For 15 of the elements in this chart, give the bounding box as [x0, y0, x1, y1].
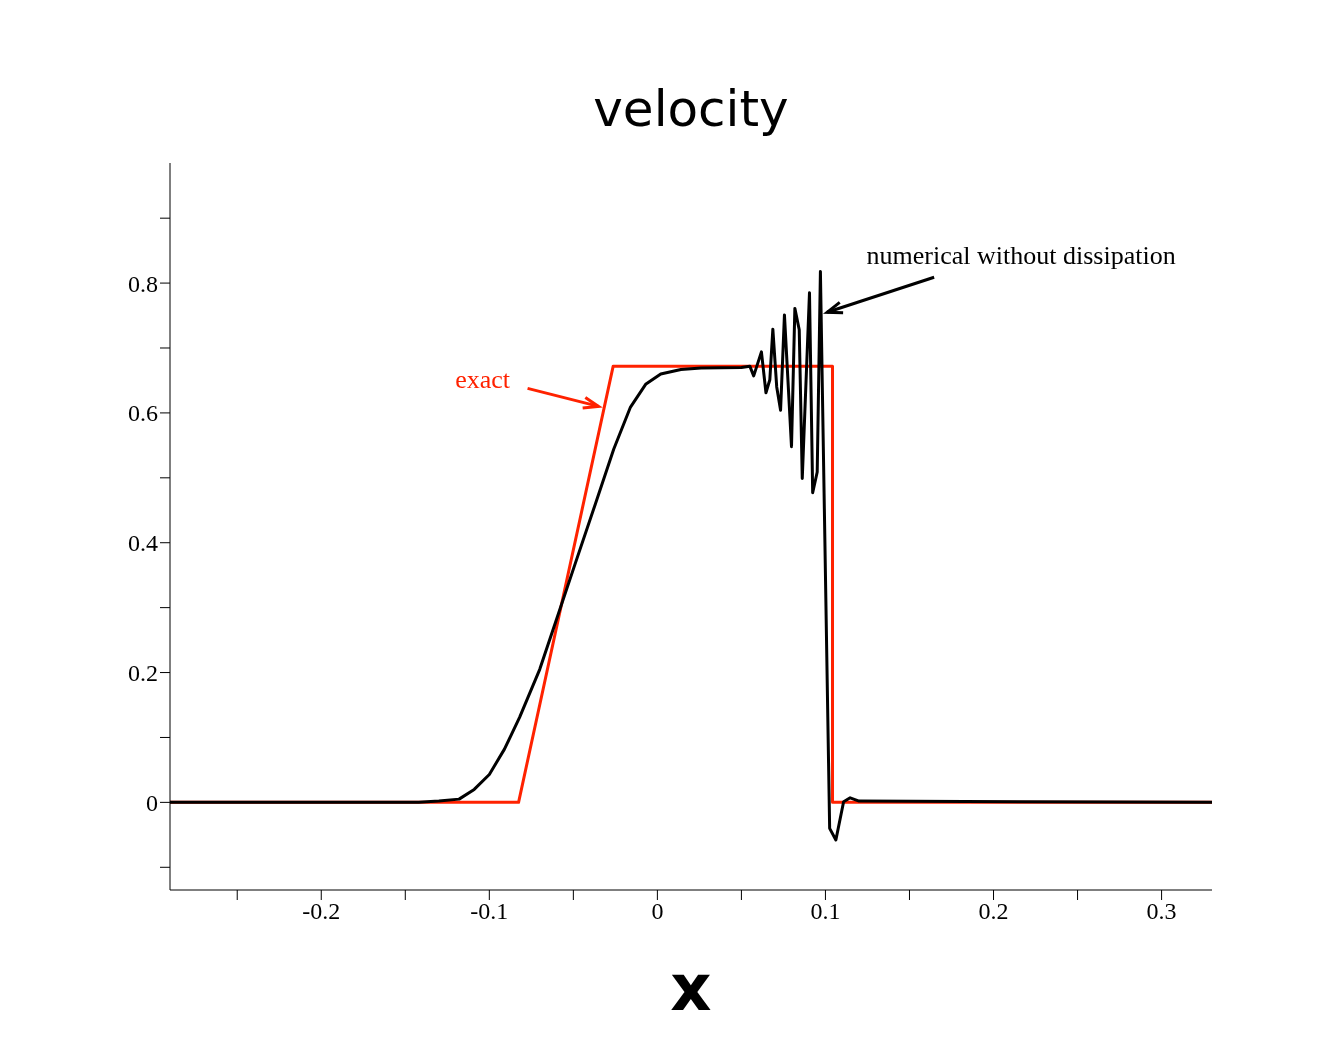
x-axis-title: x [670, 951, 712, 1026]
y-tick-label: 0.6 [128, 400, 158, 427]
x-tick-label: 0 [651, 898, 664, 925]
annotation: exact [455, 365, 511, 395]
x-tick-label: 0.2 [978, 898, 1009, 925]
x-tick-label: 0.1 [810, 898, 841, 925]
y-tick-label: 0.2 [128, 660, 158, 687]
x-tick-label: -0.1 [470, 898, 509, 925]
y-tick-label: 0 [146, 789, 158, 816]
x-tick-label: -0.2 [302, 898, 341, 925]
y-tick-label: 0.8 [128, 270, 158, 297]
x-tick-label: 0.3 [1146, 898, 1177, 925]
y-tick-label: 0.4 [128, 530, 158, 557]
chart-title: velocity [592, 80, 790, 138]
annotation: numerical without dissipation [866, 241, 1176, 271]
